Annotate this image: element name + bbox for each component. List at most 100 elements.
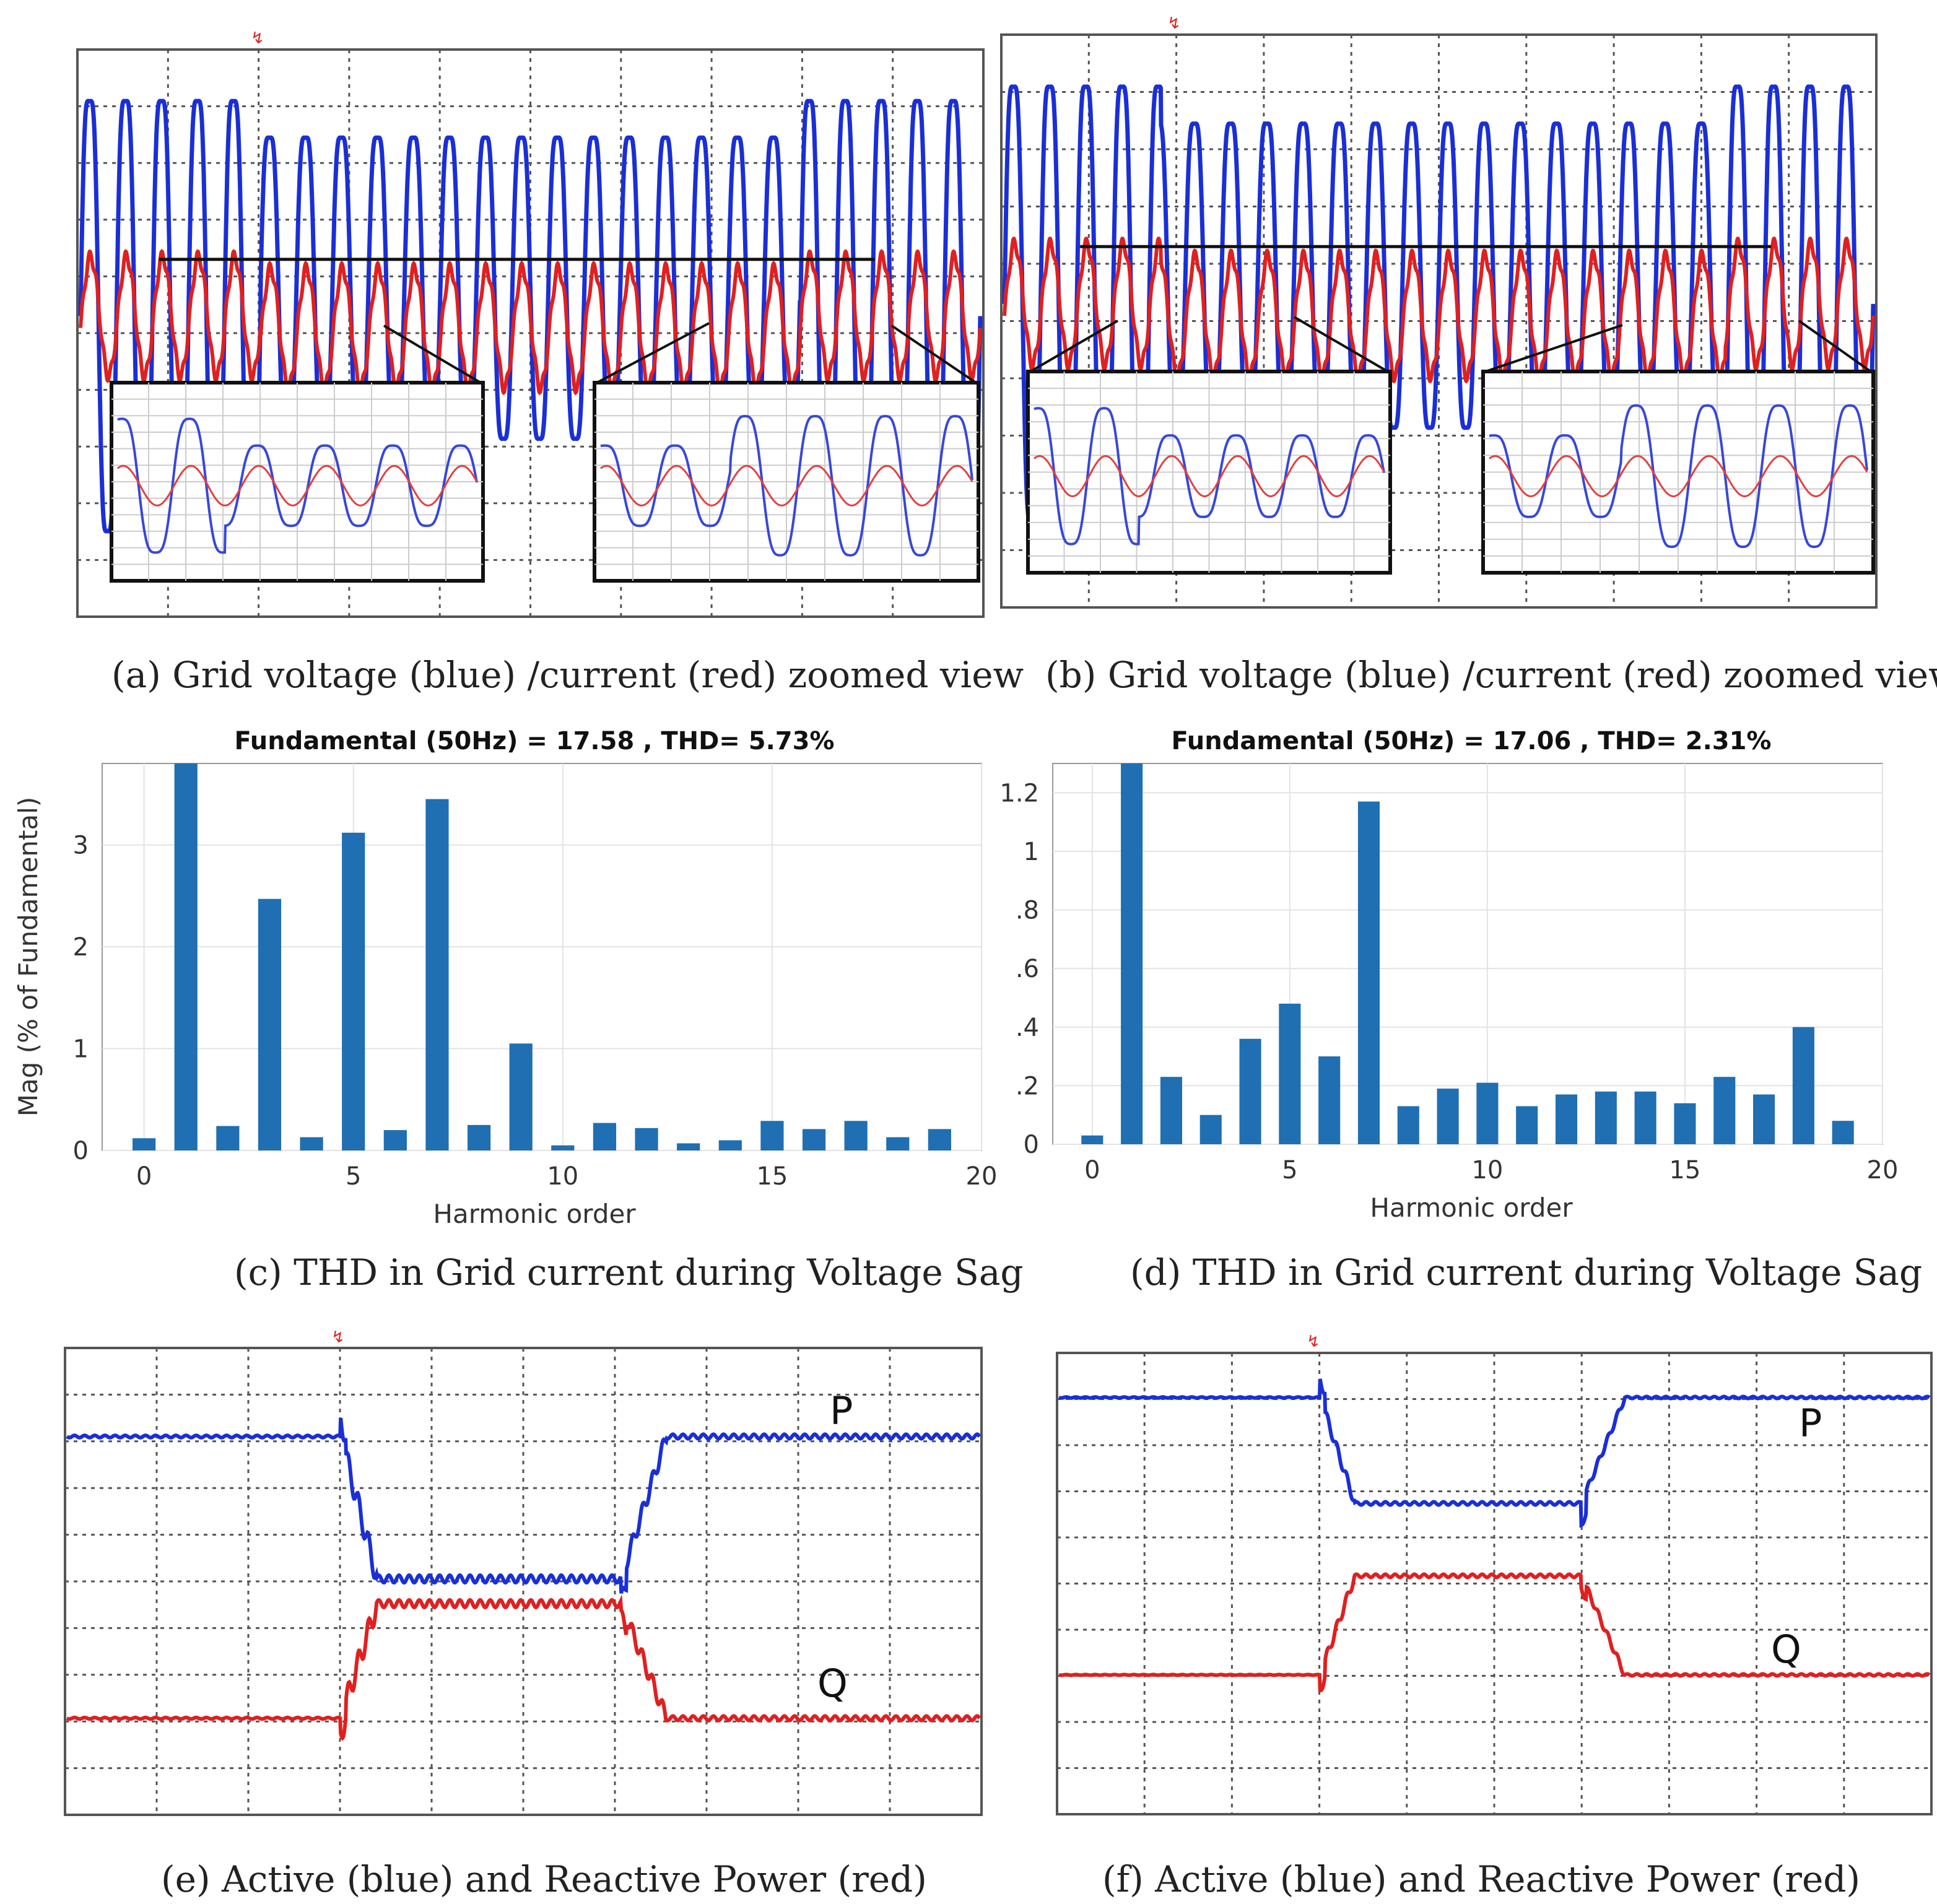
panel-f-p-trace	[1058, 1378, 1931, 1528]
panel-e: P Q ↯ (e) Active (blue) and Reactive Pow…	[64, 1328, 983, 1900]
panel-d-bar-h19	[1832, 1121, 1854, 1144]
panel-f-caption: (f) Active (blue) and Reactive Power (re…	[1102, 1858, 1860, 1900]
panel-c-xtick-label: 20	[966, 1162, 998, 1191]
panel-b-trigger-marker: ↯	[1167, 14, 1181, 33]
panel-b-inset-2-leader-left	[1485, 324, 1623, 373]
panel-d-ytick-label: .6	[1016, 955, 1039, 983]
panel-c-bar-h10	[551, 1145, 575, 1150]
panel-b-inset-current-line	[1034, 455, 1385, 497]
panel-c-caption: (c) THD in Grid current during Voltage S…	[234, 1251, 1024, 1293]
panel-c-ytick-label: 2	[73, 933, 89, 962]
panel-d-bar-h9	[1437, 1089, 1459, 1144]
panel-c-bar-h16	[802, 1129, 826, 1150]
panel-a-inset-voltage-line	[600, 415, 973, 557]
panel-f: P Q ↯ (f) Active (blue) and Reactive Pow…	[1056, 1332, 1933, 1900]
panel-d-xlabel: Harmonic order	[1370, 1193, 1573, 1223]
panel-b-inset-1	[1026, 316, 1392, 575]
panel-e-traces	[66, 1417, 982, 1741]
panel-c-ylabel: Mag (% of Fundamental)	[13, 797, 43, 1117]
panel-b-current-line	[1003, 237, 1875, 384]
panel-a-inset-1	[110, 324, 485, 583]
panel-d-bar-h13	[1595, 1091, 1617, 1144]
panel-c-xlabel: Harmonic order	[433, 1199, 636, 1229]
panel-c-bar-h12	[635, 1128, 658, 1150]
panel-d-bar-h8	[1397, 1106, 1419, 1144]
panel-c-xtick-label: 5	[346, 1162, 361, 1191]
panel-b-inset-1-leader-right	[1293, 316, 1389, 373]
panel-a-inset-voltage-line	[116, 417, 478, 554]
panel-f-q-trace	[1058, 1572, 1931, 1693]
panel-d-bar-h12	[1555, 1094, 1578, 1144]
panel-b-inset-1-leader-left	[1029, 320, 1119, 373]
panel-c-xtick-label: 10	[547, 1162, 578, 1191]
panel-c-bar-h2	[216, 1126, 240, 1150]
panel-f-trigger-marker: ↯	[1307, 1332, 1320, 1351]
panel-d-bar-h16	[1713, 1077, 1736, 1144]
panel-d-bar-h4	[1239, 1038, 1261, 1144]
panel-c-bar-h0	[133, 1138, 156, 1150]
panel-f-traces	[1058, 1378, 1931, 1693]
panel-c-title: Fundamental (50Hz) = 17.58 , THD= 5.73%	[234, 727, 834, 755]
panel-b-inset-voltage-line	[1034, 407, 1385, 546]
panel-c-bar-h6	[383, 1130, 407, 1150]
panel-d-caption: (d) THD in Grid current during Voltage S…	[1130, 1251, 1922, 1293]
panel-b-inset-current-line	[1489, 455, 1868, 497]
panel-a-trigger-marker: ↯	[251, 29, 264, 48]
panel-c-bars: 0 5 10 15 20 0 1 2 3	[73, 763, 998, 1191]
panel-d-bar-h17	[1753, 1094, 1775, 1144]
panel-d-xtick-label: 0	[1084, 1156, 1100, 1185]
panel-d-ytick-label: .8	[1016, 897, 1039, 925]
panel-d-ytick-label: .2	[1016, 1072, 1039, 1100]
panel-c-bar-h18	[886, 1137, 910, 1150]
panel-b-insets	[1026, 316, 1875, 575]
panel-d-bar-h1	[1121, 763, 1143, 1144]
panel-d-xtick-label: 15	[1669, 1156, 1700, 1185]
panel-d-ytick-label: 1	[1024, 838, 1039, 866]
panel-d-xtick-label: 20	[1867, 1156, 1899, 1185]
panel-e-trigger-marker: ↯	[331, 1328, 345, 1347]
panel-c-xtick-label: 15	[756, 1162, 788, 1191]
panel-c-bar-h14	[718, 1140, 742, 1150]
panel-d-bar-h6	[1318, 1056, 1341, 1144]
panel-b: ↯ (b) Grid voltage (blue) /current (red)…	[1000, 14, 1937, 696]
panel-c-bar-h1	[174, 763, 198, 1150]
panel-a-caption: (a) Grid voltage (blue) /current (red) z…	[111, 654, 1024, 696]
panel-a-inset-current-line	[117, 464, 478, 506]
panel-c-ytick-label: 0	[73, 1137, 89, 1165]
panel-d-ytick-label: 0	[1024, 1131, 1039, 1159]
panel-b-waves	[1002, 84, 1876, 524]
panel-a-inset-current-line	[600, 464, 973, 506]
panel-d-bar-h10	[1476, 1082, 1499, 1144]
panel-d-title: Fundamental (50Hz) = 17.06 , THD= 2.31%	[1171, 727, 1771, 755]
panel-e-q-label: Q	[817, 1661, 848, 1706]
panel-e-q-trace	[66, 1594, 982, 1741]
panel-c-bar-h13	[677, 1143, 700, 1150]
panel-c-bar-h15	[760, 1121, 784, 1150]
panel-c-ytick-label: 3	[73, 832, 89, 860]
panel-c-bar-h8	[467, 1124, 491, 1150]
panel-d-xtick-label: 5	[1282, 1156, 1297, 1185]
panel-c-bar-h9	[509, 1043, 533, 1150]
panel-b-inset-2-leader-right	[1798, 320, 1872, 373]
panel-b-inset-2	[1481, 320, 1875, 575]
panel-d-bar-h5	[1279, 1003, 1301, 1144]
panel-d-ytick-label: 1.2	[999, 779, 1039, 807]
panel-d-bar-h18	[1792, 1027, 1814, 1144]
panel-d-ytick-label: .4	[1016, 1014, 1039, 1042]
panel-c-bar-h3	[258, 898, 282, 1150]
panel-a-inset-2-leader-right	[890, 324, 977, 384]
panel-a-inset-2-leader-left	[596, 322, 710, 384]
panel-d-bar-h14	[1634, 1091, 1656, 1144]
panel-d: Fundamental (50Hz) = 17.06 , THD= 2.31% …	[999, 727, 1922, 1293]
panel-a: ↯ (a) Grid voltage (blue) /current (red)…	[76, 29, 1024, 696]
panel-d-bar-h0	[1081, 1135, 1103, 1144]
panel-d-bars: 0 5 10 15 20 0 .2 .4 .6 .8 1 1.2	[999, 763, 1898, 1185]
panel-d-xtick-label: 10	[1471, 1156, 1503, 1185]
panel-b-caption: (b) Grid voltage (blue) /current (red) z…	[1045, 654, 1937, 696]
panel-c-bar-h7	[425, 799, 449, 1150]
panel-d-bar-h7	[1357, 801, 1380, 1144]
panel-c: Fundamental (50Hz) = 17.58 , THD= 5.73% …	[13, 727, 1024, 1293]
panel-c-bar-h5	[342, 832, 365, 1150]
panel-e-caption: (e) Active (blue) and Reactive Power (re…	[161, 1858, 927, 1900]
